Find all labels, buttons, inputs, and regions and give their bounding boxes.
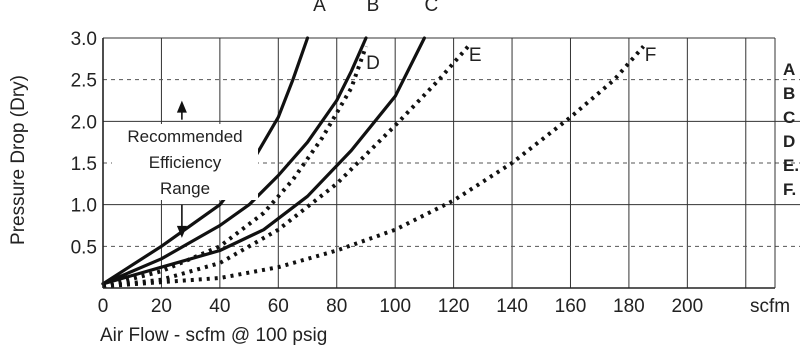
x-tick-label: 40 bbox=[209, 296, 230, 317]
y-tick-label: 3.0 bbox=[71, 29, 97, 50]
y-axis-label: Pressure Drop (Dry) bbox=[8, 75, 29, 245]
y-tick-label: 1.5 bbox=[71, 154, 97, 175]
legend-entry-f: F. bbox=[783, 180, 796, 199]
x-tick-label: 160 bbox=[555, 296, 587, 317]
x-tick-label: 120 bbox=[438, 296, 470, 317]
series-line-f bbox=[102, 44, 646, 289]
y-tick-label: 0.5 bbox=[71, 237, 97, 258]
series-label-e: E bbox=[469, 45, 482, 66]
x-tick-label: 0 bbox=[98, 296, 109, 317]
annotation-background bbox=[112, 124, 258, 200]
legend-entry-b: B bbox=[783, 84, 795, 103]
x-axis-label: Air Flow - scfm @ 100 psig bbox=[100, 325, 327, 346]
annotation-line-2: Efficiency bbox=[149, 153, 222, 172]
series-label-a: A bbox=[313, 0, 326, 16]
y-tick-label: 2.5 bbox=[71, 71, 97, 92]
edge-decoration bbox=[0, 96, 20, 180]
series-line-c bbox=[101, 36, 426, 286]
legend-entry-c: C bbox=[783, 108, 795, 127]
annotation-line-3: Range bbox=[160, 179, 210, 198]
arrow-down-head bbox=[176, 225, 187, 238]
series-label-b: B bbox=[367, 0, 380, 16]
legend-entry-e: E. bbox=[783, 156, 799, 175]
series-lines: A B C D E F bbox=[101, 0, 657, 289]
legend-entry-a: A bbox=[783, 60, 795, 79]
x-tick-label: 180 bbox=[613, 296, 645, 317]
series-line-b bbox=[101, 36, 368, 286]
x-tick-label: 100 bbox=[379, 296, 411, 317]
arrow-up-head bbox=[176, 100, 187, 113]
legend-entry-d: D bbox=[783, 132, 795, 151]
series-label-c: C bbox=[425, 0, 439, 16]
x-tick-label: 80 bbox=[326, 296, 347, 317]
series-label-d: D bbox=[366, 53, 380, 74]
x-tick-label: 20 bbox=[151, 296, 172, 317]
x-tick-label: 200 bbox=[671, 296, 703, 317]
annotation-line-1: Recommended bbox=[127, 127, 242, 146]
y-tick-label: 2.0 bbox=[71, 112, 97, 133]
series-line-d bbox=[102, 45, 368, 289]
annotation-arrows bbox=[176, 100, 187, 238]
x-tick-label: 140 bbox=[496, 296, 528, 317]
x-tick-label: 60 bbox=[268, 296, 289, 317]
legend: A B C D E. F. bbox=[783, 60, 799, 199]
series-label-f: F bbox=[645, 45, 657, 66]
x-unit-label: scfm bbox=[750, 296, 790, 317]
annotation: Recommended Efficiency Range bbox=[112, 100, 258, 238]
y-tick-label: 1.0 bbox=[71, 196, 97, 217]
axes: 0 20 40 60 80 100 120 140 160 180 200 0.5 1.0 1.5 2.0 2… bbox=[71, 29, 776, 317]
